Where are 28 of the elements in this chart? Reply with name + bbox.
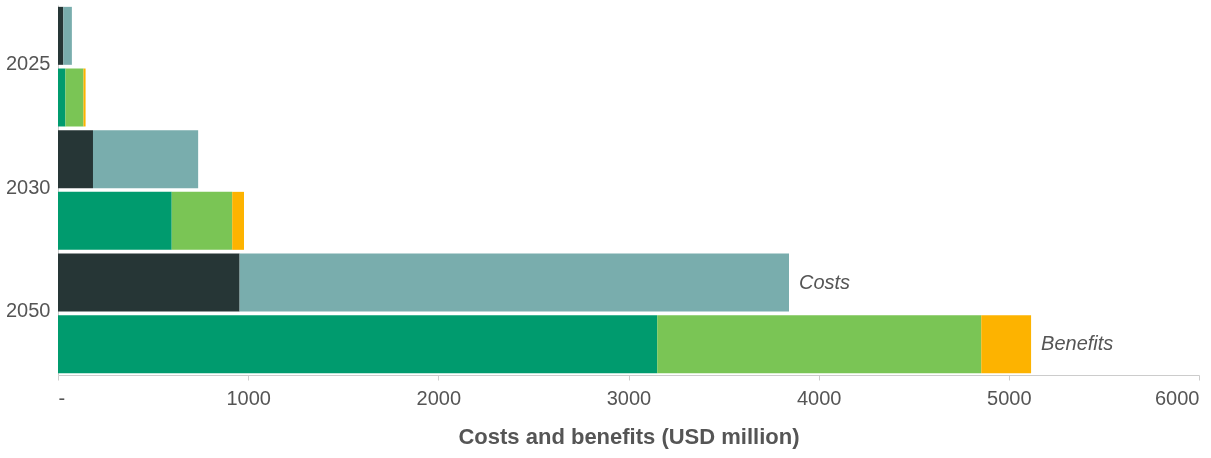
bar bbox=[232, 191, 244, 250]
x-tick-label: 2000 bbox=[416, 386, 462, 409]
x-tick-label: 5000 bbox=[987, 386, 1032, 409]
y-tick-label: 2030 bbox=[6, 175, 51, 198]
bar bbox=[92, 130, 199, 189]
bar bbox=[981, 315, 1032, 374]
annotation: Costs bbox=[799, 270, 851, 293]
bar bbox=[65, 68, 84, 127]
bar bbox=[58, 253, 240, 312]
bar bbox=[58, 130, 93, 189]
x-tick-label: 1000 bbox=[226, 386, 271, 409]
bar bbox=[63, 6, 72, 65]
bar bbox=[657, 315, 982, 374]
y-tick-label: 2050 bbox=[6, 298, 51, 321]
bar bbox=[239, 253, 789, 312]
x-tick-label: 3000 bbox=[606, 386, 652, 409]
y-tick-label: 2025 bbox=[6, 52, 51, 75]
bar bbox=[58, 6, 64, 65]
bar bbox=[58, 68, 66, 127]
x-tick-label: - bbox=[58, 386, 66, 409]
x-tick-label: 4000 bbox=[796, 386, 842, 409]
bar bbox=[171, 191, 233, 250]
bar bbox=[58, 315, 658, 374]
annotation: Benefits bbox=[1041, 332, 1114, 355]
bar bbox=[58, 191, 172, 250]
x-axis-title: Costs and benefits (USD million) bbox=[458, 423, 800, 449]
x-tick-label: 6000 bbox=[1155, 386, 1200, 409]
bar bbox=[83, 68, 86, 127]
